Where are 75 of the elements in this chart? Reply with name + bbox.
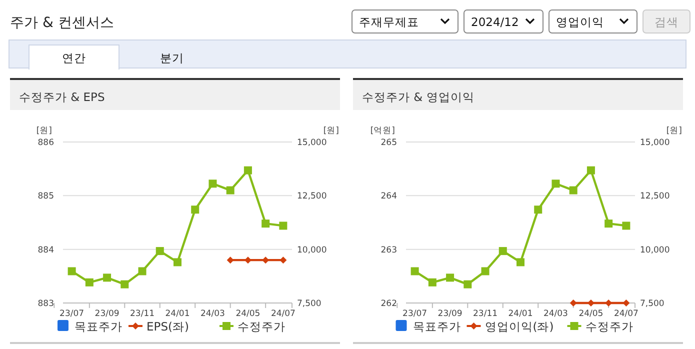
text: 주재무제표 xyxy=(359,15,419,29)
point xyxy=(191,206,200,214)
x-tick-label: 23/11 xyxy=(130,309,155,319)
point xyxy=(68,267,76,276)
x-tick-label: 23/07 xyxy=(402,309,428,319)
x-tick-label: 24/01 xyxy=(508,309,533,319)
chart-title: 수정주가 & 영업이익 xyxy=(362,90,474,104)
point xyxy=(103,274,112,282)
y2-tick-label: 10,000 xyxy=(640,245,670,256)
x-tick-label: 23/09 xyxy=(438,309,462,319)
point xyxy=(410,267,419,276)
point xyxy=(534,206,542,214)
point xyxy=(552,180,560,188)
point xyxy=(446,274,454,282)
x-tick-label: 24/07 xyxy=(270,309,296,319)
point xyxy=(138,267,146,276)
x-tick-label: 23/07 xyxy=(60,309,84,319)
point xyxy=(464,280,472,288)
chart-title: 수정주가 & EPS xyxy=(19,90,105,104)
y2-tick-label: 12,500 xyxy=(640,192,670,202)
text: 주가 & 컨센서스 xyxy=(10,15,114,31)
y2-tick-label: 10,000 xyxy=(297,245,327,256)
y2-axis-title: [원] xyxy=(323,126,339,136)
y2-axis-title: [원] xyxy=(666,126,682,136)
y-tick-label: 264 xyxy=(380,192,397,202)
text: 연간 xyxy=(62,51,86,65)
point xyxy=(586,166,595,174)
point xyxy=(622,222,630,230)
text: 2024/12 xyxy=(471,15,519,29)
y2-tick-label: 15,000 xyxy=(640,138,670,148)
point xyxy=(208,180,217,188)
point xyxy=(85,278,94,286)
y2-tick-label: 15,000 xyxy=(297,138,327,148)
y2-tick-label: 7,500 xyxy=(640,299,664,309)
legend-label: 수정주가 xyxy=(238,320,286,334)
x-tick-label: 24/03 xyxy=(200,309,225,319)
legend-label: EPS(좌) xyxy=(146,320,189,334)
point xyxy=(262,220,270,228)
point xyxy=(279,222,288,230)
x-tick-label: 24/05 xyxy=(578,309,604,319)
legend-label: 영업이익(좌) xyxy=(484,320,554,334)
y-axis-title: [억원] xyxy=(370,126,395,136)
y-tick-label: 265 xyxy=(380,138,397,148)
y-axis-title: [원] xyxy=(36,126,52,136)
x-tick-label: 23/09 xyxy=(94,309,120,319)
legend-label: 목표주가 xyxy=(74,320,122,334)
text: 영업이익 xyxy=(556,15,604,29)
y-tick-label: 884 xyxy=(38,245,54,256)
y2-tick-label: 7,500 xyxy=(297,299,322,309)
point xyxy=(569,186,578,194)
x-tick-label: 24/01 xyxy=(165,309,190,319)
point xyxy=(428,278,436,286)
y-tick-label: 883 xyxy=(38,299,54,309)
point xyxy=(498,247,507,256)
y-tick-label: 886 xyxy=(38,138,54,148)
point xyxy=(174,258,182,266)
legend-label: 수정주가 xyxy=(585,320,634,334)
point xyxy=(244,166,252,174)
point xyxy=(226,186,234,194)
x-tick-label: 24/03 xyxy=(543,309,568,319)
text: 검색 xyxy=(654,15,678,29)
x-tick-label: 24/05 xyxy=(236,309,260,319)
text: 분기 xyxy=(160,51,184,65)
y-tick-label: 262 xyxy=(380,299,397,309)
point xyxy=(516,258,524,266)
point xyxy=(120,280,129,288)
y2-tick-label: 12,500 xyxy=(297,192,327,202)
x-tick-label: 24/07 xyxy=(614,309,638,319)
legend-label: 목표주가 xyxy=(412,320,461,334)
y-tick-label: 885 xyxy=(38,192,54,202)
point xyxy=(156,247,164,256)
x-tick-label: 23/11 xyxy=(473,309,498,319)
y-tick-label: 263 xyxy=(380,245,397,256)
point xyxy=(604,220,613,228)
point xyxy=(481,267,490,276)
